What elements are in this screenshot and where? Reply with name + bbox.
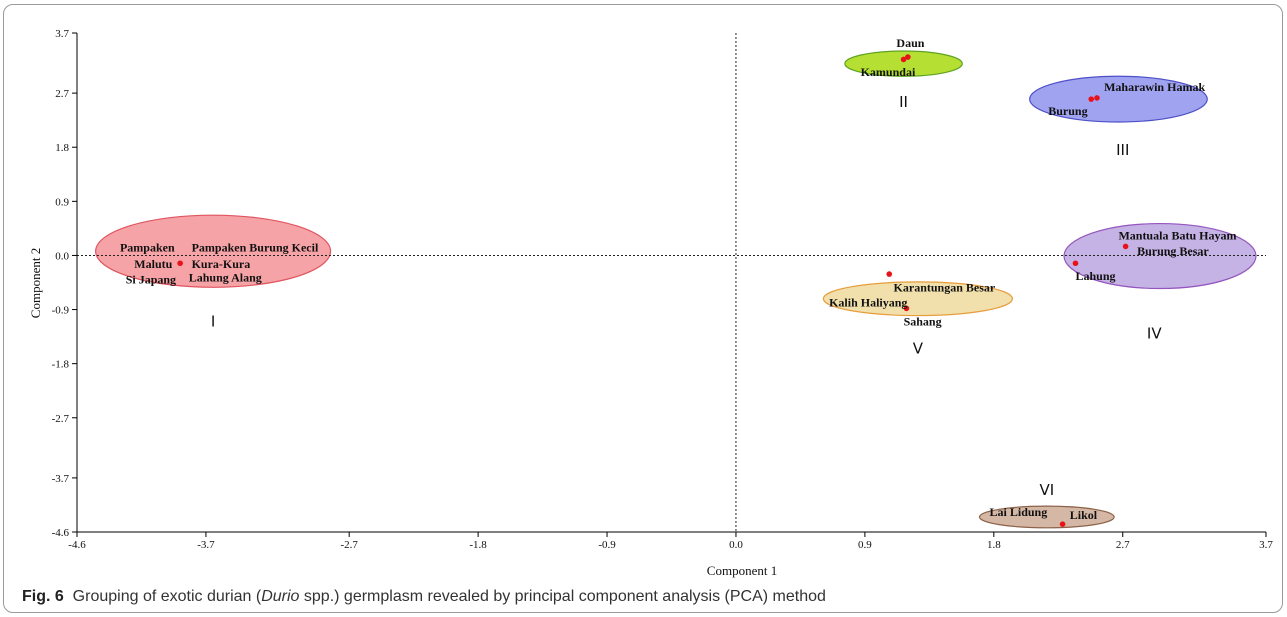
x-axis-title: Component 1 xyxy=(707,563,777,578)
y-tick-label: 1.8 xyxy=(55,142,69,154)
point-label: Malutu xyxy=(134,257,172,271)
y-tick-label: -1.8 xyxy=(52,359,70,371)
point-label: Daun xyxy=(896,36,924,50)
group-ellipse-v xyxy=(822,281,1014,317)
zero-lines xyxy=(77,33,1266,532)
group-ellipse-ii xyxy=(844,50,963,77)
point-label: Likol xyxy=(1070,508,1098,522)
group-label-v: V xyxy=(913,340,924,358)
y-tick-label: -0.9 xyxy=(52,305,70,317)
group-label-ii: II xyxy=(899,93,908,111)
x-tick-label: 3.7 xyxy=(1259,539,1273,551)
data-point xyxy=(886,271,893,277)
group-ellipse-i xyxy=(95,214,332,288)
group-label-iv: IV xyxy=(1147,325,1162,343)
point-label: Maharawin Hamak xyxy=(1104,80,1205,94)
y-tick-label: -2.7 xyxy=(52,413,70,425)
point-label: Kalih Haliyang xyxy=(829,295,907,309)
point-label: Burung xyxy=(1048,104,1087,118)
data-point xyxy=(900,56,907,63)
group-ellipses xyxy=(95,50,1257,529)
x-tick-label: -2.7 xyxy=(340,539,358,551)
y-tick-label: -3.7 xyxy=(52,473,70,485)
data-point xyxy=(905,54,911,60)
group-ellipse-iv xyxy=(1063,222,1257,290)
caption-fig-number: Fig. 6 xyxy=(22,588,64,605)
point-label: Lai Lidung xyxy=(990,505,1048,519)
data-point xyxy=(1088,96,1095,102)
point-label: Mantuala Batu Hayam xyxy=(1118,229,1236,243)
y-axis-title: Component 2 xyxy=(28,248,43,318)
data-points xyxy=(177,54,1129,527)
figure-caption: Fig. 6 Grouping of exotic durian (Durio … xyxy=(22,588,1272,606)
x-tick-label: -3.7 xyxy=(197,539,215,551)
group-ellipse-vi xyxy=(978,505,1115,529)
data-point xyxy=(1122,243,1129,250)
point-label: Kura-Kura xyxy=(192,257,251,271)
caption-genus: Durio xyxy=(261,588,300,605)
y-tick-label: 0.0 xyxy=(55,250,69,262)
point-label: Karantungan Besar xyxy=(894,280,996,294)
y-tick-label: -4.6 xyxy=(52,527,70,539)
x-tick-label: 2.7 xyxy=(1116,539,1130,551)
x-tick-label: 0.9 xyxy=(858,539,872,551)
group-label-iii: III xyxy=(1116,141,1129,159)
point-label: Kamundai xyxy=(861,65,916,79)
data-point xyxy=(1072,260,1079,267)
point-label: Burung Besar xyxy=(1137,244,1209,258)
caption-text-before: Grouping of exotic durian ( xyxy=(72,588,262,605)
data-point xyxy=(1059,521,1066,527)
y-tick-label: 0.9 xyxy=(55,196,69,208)
data-point xyxy=(903,305,910,312)
point-label: Lahung Alang xyxy=(189,271,262,285)
x-tick-label: 0.0 xyxy=(729,539,743,551)
y-tick-label: 3.7 xyxy=(55,28,69,40)
pca-scatter-chart: -4.6 -3.7 -2.7 -1.8 -0.9 0.0 0.9 1.8 2.7 3.7 3.7 2.… xyxy=(28,28,1274,578)
group-label-i: I xyxy=(211,313,215,331)
group-label-vi: VI xyxy=(1039,481,1054,499)
point-label: Pampaken Burung Kecil xyxy=(192,241,319,255)
point-labels: Pampaken Pampaken Burung Kecil Malutu Kura-… xyxy=(120,36,1236,522)
point-label: Sahang xyxy=(904,315,942,329)
point-label: Pampaken xyxy=(120,241,175,255)
axes: -4.6 -3.7 -2.7 -1.8 -0.9 0.0 0.9 1.8 2.7 3.7 3.7 2.… xyxy=(52,28,1274,551)
group-ellipse-iii xyxy=(1029,75,1208,123)
x-tick-label: -1.8 xyxy=(469,539,487,551)
x-tick-label: -0.9 xyxy=(598,539,616,551)
caption-text-after: spp.) germplasm revealed by principal co… xyxy=(299,588,826,605)
x-tick-label: -4.6 xyxy=(68,539,86,551)
data-point xyxy=(177,260,183,267)
y-tick-label: 2.7 xyxy=(55,88,69,100)
data-point xyxy=(1094,95,1100,101)
point-label: Lahung xyxy=(1075,269,1115,283)
point-label: Si Japang xyxy=(126,272,176,286)
x-tick-label: 1.8 xyxy=(987,539,1001,551)
